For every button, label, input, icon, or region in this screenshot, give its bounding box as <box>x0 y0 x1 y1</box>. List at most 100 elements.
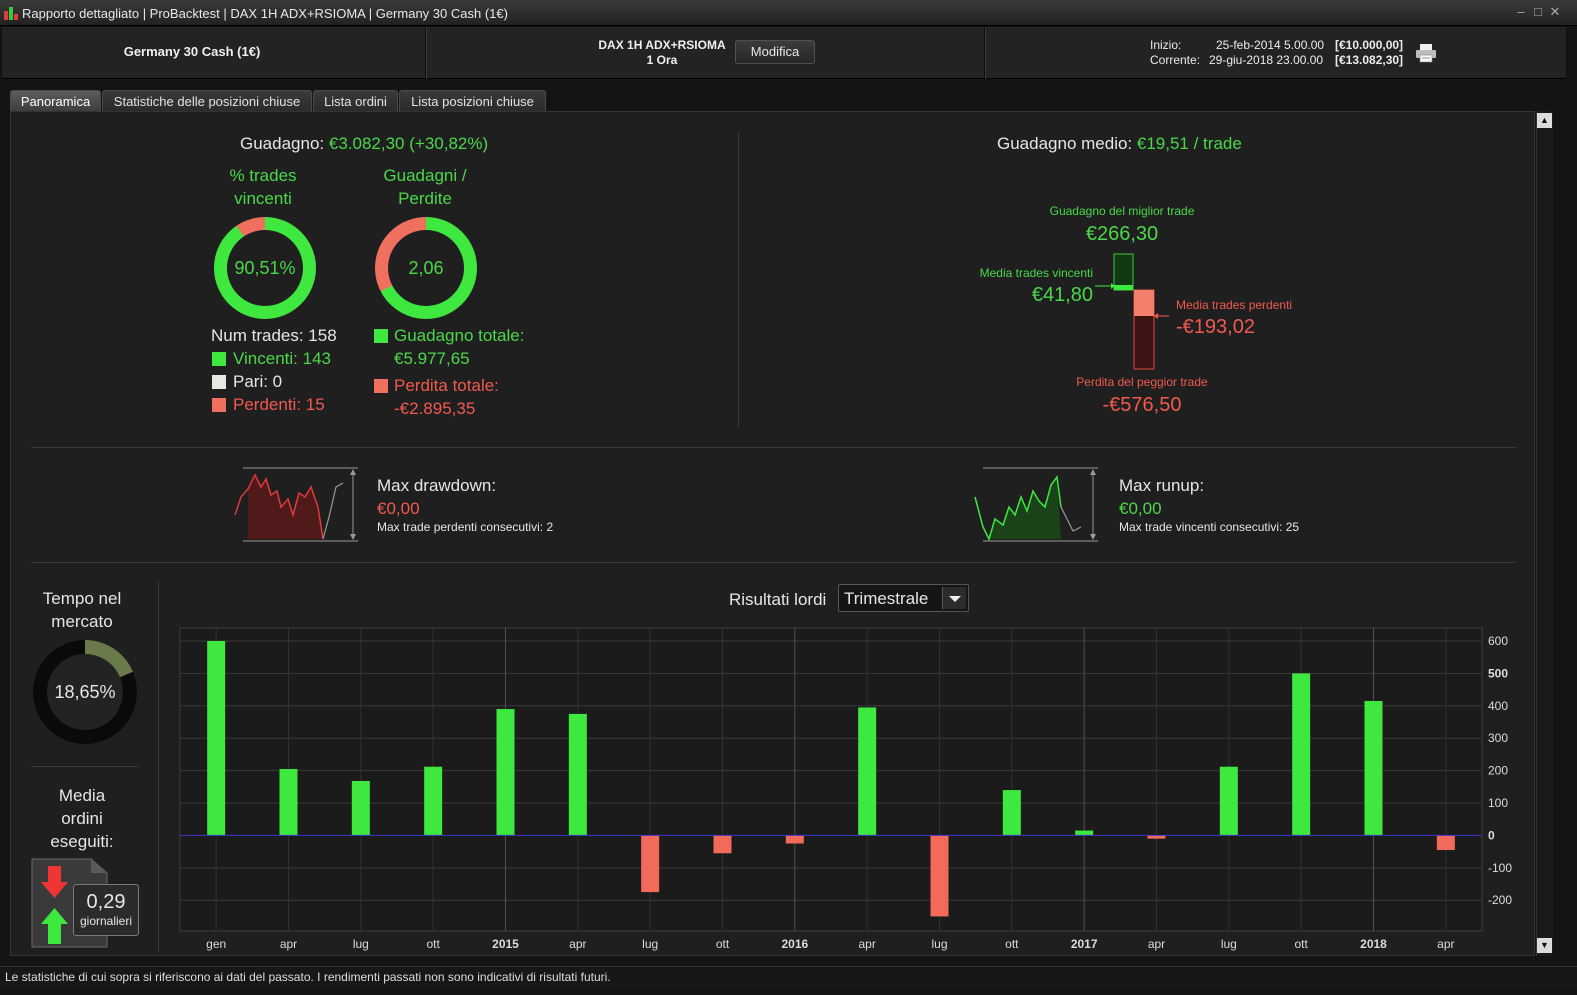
y-tick-label: 400 <box>1488 699 1508 713</box>
best-trade-label: Guadagno del miglior trade <box>1049 204 1195 218</box>
chart-bar <box>207 641 226 836</box>
gl-title-line2: Perdite <box>398 189 452 208</box>
x-tick-label: ott <box>426 937 440 951</box>
gain-summary: Guadagno: €3.082,30 (+30,82%) <box>240 134 488 154</box>
status-bar: Le statistiche di cui sopra si riferisco… <box>0 966 1577 988</box>
x-tick-label: lug <box>642 937 658 951</box>
section-divider <box>738 132 739 427</box>
chart-bar <box>568 713 587 836</box>
tab-lista-posizioni[interactable]: Lista posizioni chiuse <box>399 90 546 112</box>
y-tick-label: 600 <box>1488 634 1508 648</box>
chevron-down-icon[interactable] <box>942 587 966 609</box>
chart-bar <box>1219 766 1238 836</box>
max-consec-losers: Max trade perdenti consecutivi: 2 <box>377 520 553 534</box>
print-icon[interactable] <box>1414 43 1438 63</box>
x-tick-label: 2017 <box>1071 937 1098 951</box>
time-in-market-gauge: 18,65% <box>33 640 137 744</box>
avg-gain-label: Guadagno medio: <box>997 134 1133 153</box>
best-trade-value: €266,30 <box>1085 223 1159 245</box>
vertical-scrollbar[interactable] <box>1536 111 1553 956</box>
x-tick-label: 2018 <box>1360 937 1387 951</box>
x-tick-label: gen <box>206 937 226 951</box>
max-drawdown-value: €0,00 <box>377 499 420 518</box>
y-tick-label: 100 <box>1488 796 1508 810</box>
chart-grid <box>180 628 1482 931</box>
start-label: Inizio: <box>1150 38 1182 52</box>
chart-bar <box>1147 835 1166 839</box>
avg-win-label: Media trades vincenti <box>979 266 1093 280</box>
tab-panoramica[interactable]: Panoramica <box>10 90 101 112</box>
x-tick-label: 2016 <box>781 937 808 951</box>
start-date: 25-feb-2014 5.00.00 <box>1216 38 1325 52</box>
y-tick-label: 500 <box>1488 666 1508 680</box>
tab-lista-ordini[interactable]: Lista ordini <box>313 90 398 112</box>
total-loss-value: -€2.895,35 <box>394 399 476 418</box>
x-tick-label: apr <box>1437 937 1454 951</box>
chart-bar <box>351 780 370 836</box>
section-divider <box>31 562 1516 563</box>
chart-plot-area <box>179 627 1483 932</box>
gl-ratio-title: Guadagni / Perdite <box>363 164 487 210</box>
chart-bar <box>858 707 877 836</box>
window-title: Rapporto dettagliato | ProBacktest | DAX… <box>22 6 508 21</box>
avg-gain-summary: Guadagno medio: €19,51 / trade <box>997 134 1242 154</box>
max-drawdown-label: Max drawdown: <box>377 476 497 495</box>
header-divider <box>425 27 427 79</box>
worst-trade-label: Perdita del peggior trade <box>1076 375 1208 389</box>
x-tick-label: lug <box>1221 937 1237 951</box>
close-icon[interactable]: ✕ <box>1549 4 1561 19</box>
avg-loss-label: Media trades perdenti <box>1176 298 1293 312</box>
max-runup-label: Max runup: <box>1119 476 1205 495</box>
total-gain-legend-icon <box>374 329 388 343</box>
chart-bar <box>1002 790 1021 836</box>
chart-bar <box>785 835 804 844</box>
avg-orders-title-line3: eseguiti: <box>50 832 114 851</box>
maximize-icon[interactable]: □ <box>1534 4 1542 19</box>
x-tick-label: ott <box>1294 937 1308 951</box>
gl-title-line1: Guadagni / <box>383 166 467 185</box>
x-tick-label: lug <box>931 937 947 951</box>
winners-legend-icon <box>212 352 226 366</box>
avg-gain-value: €19,51 / trade <box>1136 134 1242 153</box>
win-pct-title-line1: % trades <box>229 166 297 185</box>
max-consec-winners: Max trade vincenti consecutivi: 25 <box>1119 520 1299 534</box>
section-divider <box>31 447 1516 448</box>
gain-value: €3.082,30 (+30,82%) <box>328 134 489 153</box>
even-count: Pari: 0 <box>233 372 283 391</box>
tab-statistiche[interactable]: Statistiche delle posizioni chiuse <box>102 90 312 112</box>
win-pct-value: 90,51% <box>234 257 296 278</box>
modify-button[interactable]: Modifica <box>735 40 815 64</box>
num-trades: Num trades: 158 <box>211 326 337 345</box>
strategy-name: DAX 1H ADX+RSIOMA <box>598 38 726 52</box>
period-select[interactable]: Trimestrale <box>838 584 969 612</box>
even-legend-icon <box>212 375 226 389</box>
y-tick-label: -100 <box>1488 861 1512 875</box>
chart-y-axis: 600 500 400 300 200 100 0 -100 -200 <box>1488 634 1512 907</box>
strategy-timeframe: 1 Ora <box>646 53 678 67</box>
chart-x-axis: gen apr lug ott 2015 apr lug ott 2016 apr lug ott 20… <box>206 937 1454 951</box>
minimize-icon[interactable]: – <box>1517 4 1525 19</box>
total-loss-legend-icon <box>374 379 388 393</box>
start-capital: [€10.000,00] <box>1335 38 1404 52</box>
x-tick-label: lug <box>353 937 369 951</box>
x-tick-label: ott <box>1005 937 1019 951</box>
runup-chart-icon <box>974 467 1098 542</box>
scroll-up-icon[interactable]: ▲ <box>1537 113 1552 128</box>
total-loss-label: Perdita totale: <box>394 376 499 395</box>
chart-bar <box>1364 700 1383 836</box>
chart-bar <box>641 835 660 893</box>
avg-orders-value: 0,29 <box>86 891 126 913</box>
scroll-down-icon[interactable]: ▼ <box>1537 938 1552 953</box>
chart-bar <box>1292 673 1311 836</box>
chart-bar <box>1075 830 1094 836</box>
max-consec-losers-label: Max trade perdenti consecutivi: <box>377 520 544 534</box>
disclaimer-text: Le statistiche di cui sopra si riferisco… <box>5 970 611 984</box>
section-divider <box>158 582 159 952</box>
gl-ratio-gauge: 2,06 <box>375 217 477 319</box>
current-capital: [€13.082,30] <box>1335 53 1404 67</box>
section-divider <box>31 766 139 767</box>
y-tick-label: 200 <box>1488 764 1508 778</box>
overview-panel: Guadagno: €3.082,30 (+30,82%) % trades v… <box>10 111 1535 956</box>
gross-results-chart: 600 500 400 300 200 100 0 -100 -200 gen apr lug ott… <box>179 627 1512 951</box>
chart-bars <box>180 641 1482 917</box>
